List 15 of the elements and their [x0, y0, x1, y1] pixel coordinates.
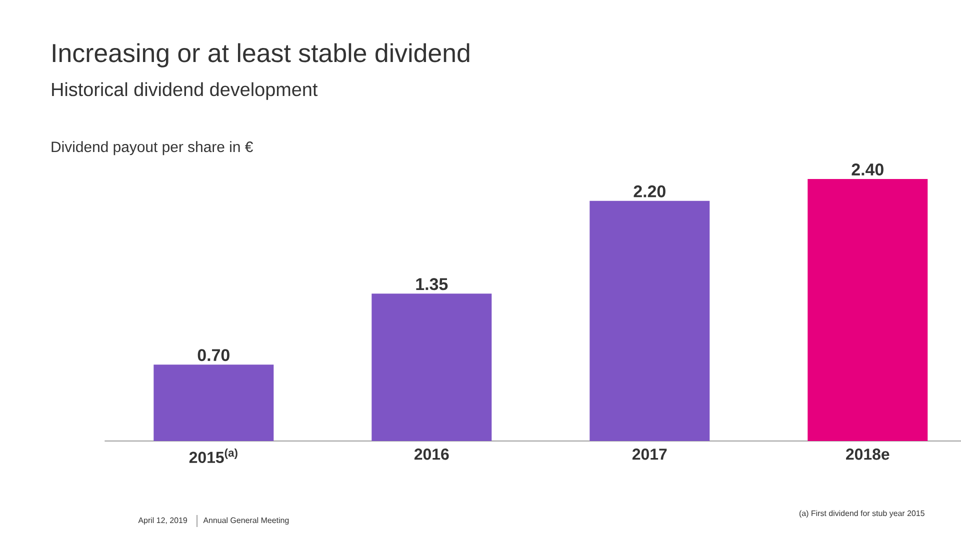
chart-subtitle: Historical dividend development: [52, 82, 318, 100]
x-tick-label: 2017: [632, 448, 667, 460]
data-label: 1.35: [416, 278, 448, 290]
data-label: 0.70: [198, 349, 230, 362]
bar: [154, 364, 274, 442]
x-tick-label: 2015$^{(a)}$: [189, 448, 238, 464]
bar: [372, 294, 492, 442]
x-tick-label: 2018e: [846, 448, 890, 460]
data-label: 2.20: [634, 185, 666, 198]
x-tick-label: 2016: [414, 448, 449, 460]
data-label: 2.40: [852, 164, 884, 176]
chart-title: Increasing or at least stable dividend: [52, 43, 470, 68]
bar: [808, 179, 928, 442]
y-axis-title: Dividend payout per share in €: [52, 141, 253, 156]
bar: [590, 200, 710, 442]
